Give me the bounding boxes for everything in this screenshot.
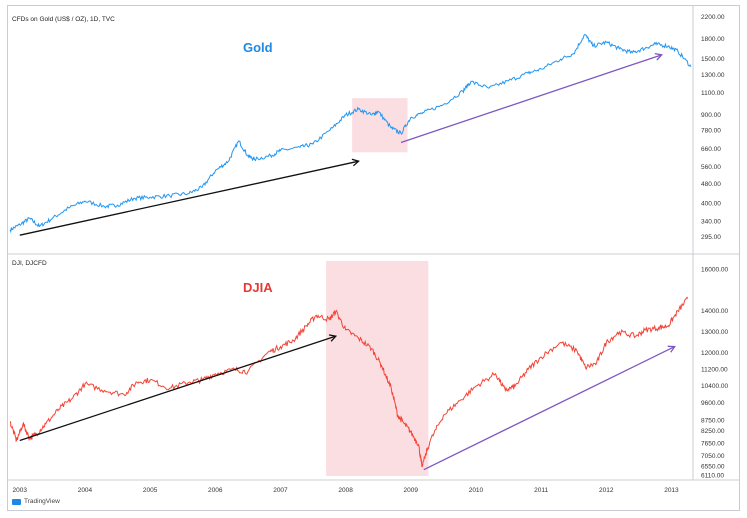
x-tick-label: 2007 <box>273 487 288 494</box>
y-tick-label: 9600.00 <box>701 400 725 407</box>
x-tick-label: 2008 <box>338 487 353 494</box>
y-tick-label: 16000.00 <box>701 266 728 273</box>
series-line <box>10 296 689 468</box>
y-tick-label: 6110.00 <box>701 473 724 480</box>
y-tick-label: 1100.00 <box>701 90 724 97</box>
tradingview-logo-icon <box>12 498 21 505</box>
x-tick-label: 2010 <box>469 487 484 494</box>
y-tick-label: 660.00 <box>701 146 721 153</box>
y-tick-label: 14000.00 <box>701 308 728 315</box>
y-tick-label: 780.00 <box>701 128 721 135</box>
x-tick-label: 2003 <box>13 487 28 494</box>
y-tick-label: 12000.00 <box>701 350 728 357</box>
x-tick-label: 2013 <box>664 487 679 494</box>
y-tick-label: 1300.00 <box>701 72 725 79</box>
y-tick-label: 8250.00 <box>701 428 725 435</box>
y-tick-label: 7650.00 <box>701 441 725 448</box>
series-label: DJIA <box>243 280 273 295</box>
y-tick-label: 480.00 <box>701 181 721 188</box>
y-tick-label: 10400.00 <box>701 383 728 390</box>
trend-arrow-head <box>654 52 663 61</box>
trend-arrow-line <box>19 160 359 236</box>
y-tick-label: 11200.00 <box>701 367 728 374</box>
x-tick-label: 2006 <box>208 487 223 494</box>
panel-title: DJI, DJCFD <box>12 260 47 267</box>
x-tick-label: 2011 <box>534 487 548 494</box>
y-tick-label: 340.00 <box>701 218 721 225</box>
x-tick-label: 2005 <box>143 487 158 494</box>
y-tick-label: 13000.00 <box>701 329 728 336</box>
y-tick-label: 1500.00 <box>701 56 725 63</box>
chart-frame: 295.00 340.00 400.00 480.00 560.00 660.00 780.… <box>7 5 740 511</box>
highlight-region <box>352 98 408 153</box>
trend-arrow-head <box>328 334 338 342</box>
x-tick-label: 2009 <box>404 487 419 494</box>
y-tick-label: 560.00 <box>701 164 721 171</box>
trend-arrow-head <box>351 158 360 167</box>
y-tick-label: 6550.00 <box>701 464 725 471</box>
y-tick-label: 1800.00 <box>701 36 725 43</box>
y-tick-label: 8750.00 <box>701 418 725 425</box>
x-tick-label: 2012 <box>599 487 614 494</box>
panel-title: CFDs on Gold (US$ / OZ), 1D, TVC <box>12 16 115 23</box>
chart-svg: 295.00 340.00 400.00 480.00 560.00 660.00 780.… <box>8 6 739 494</box>
y-tick-label: 7050.00 <box>701 453 725 460</box>
y-tick-label: 295.00 <box>701 234 721 241</box>
x-tick-label: 2004 <box>78 487 93 494</box>
y-tick-label: 400.00 <box>701 201 721 208</box>
trend-arrow-line <box>400 54 662 144</box>
trend-arrow-line <box>19 335 337 442</box>
trend-arrow-head <box>667 345 676 353</box>
highlight-region <box>326 261 429 476</box>
trend-arrow-line <box>423 346 675 471</box>
y-tick-label: 2200.00 <box>701 14 725 21</box>
y-tick-label: 900.00 <box>701 112 721 119</box>
series-line <box>9 33 692 234</box>
tradingview-brand-text: TradingView <box>24 498 60 505</box>
series-label: Gold <box>243 40 273 55</box>
tradingview-brand: TradingView <box>12 498 60 505</box>
